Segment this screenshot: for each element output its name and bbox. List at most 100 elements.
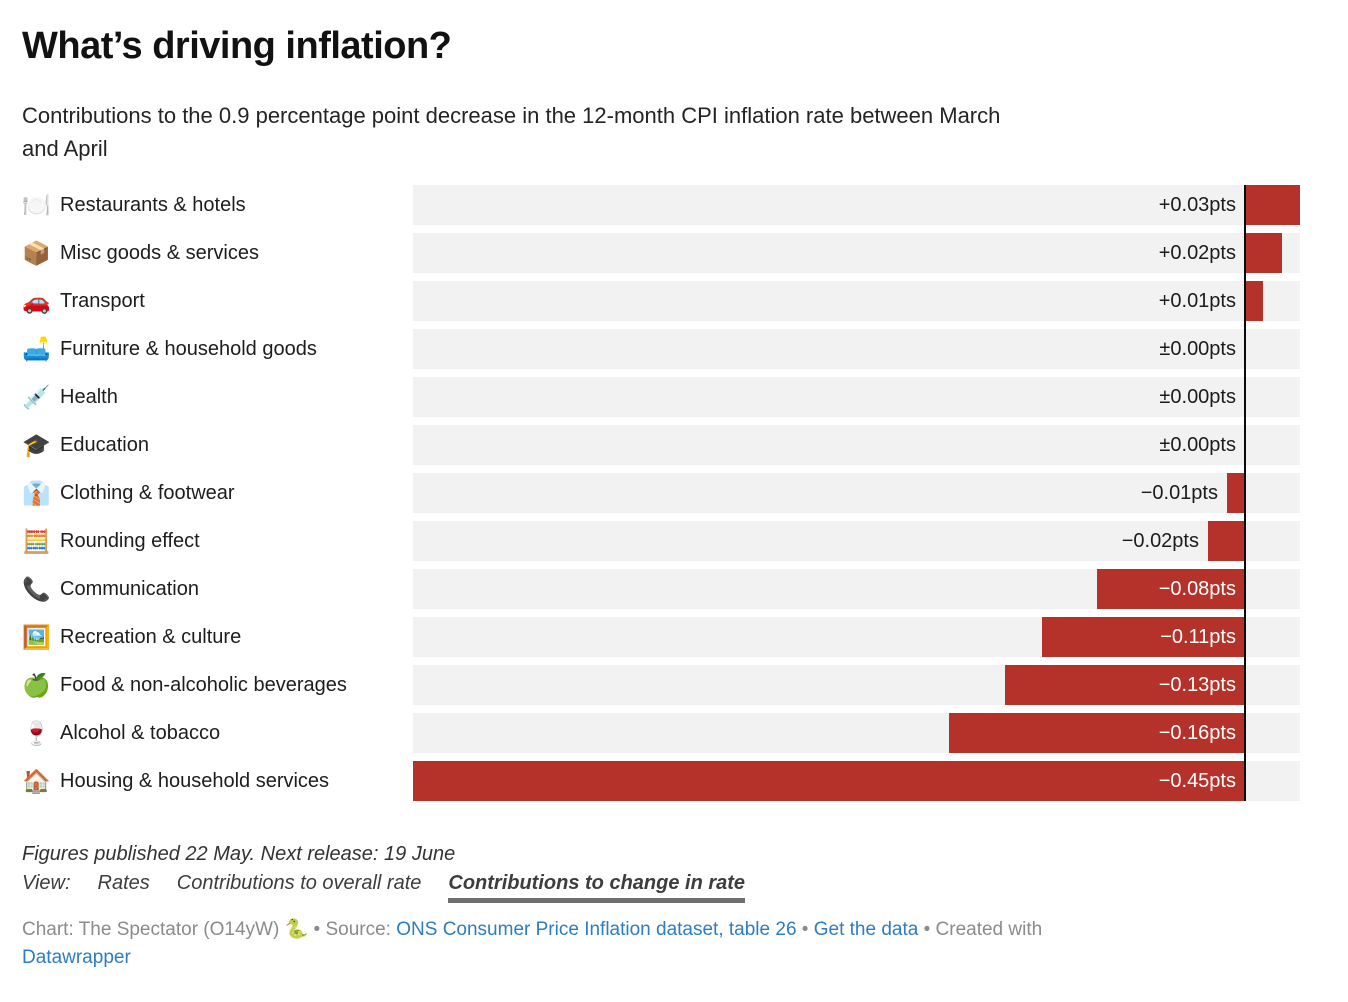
bar-track: +0.02pts [413, 233, 1300, 273]
category-label: Clothing & footwear [60, 481, 235, 504]
value-label: −0.01pts [1140, 482, 1218, 504]
chart-page: What’s driving inflation? Contributions … [22, 25, 1300, 972]
category-label: Education [60, 433, 149, 456]
graduation-cap-icon: 🎓 [22, 432, 51, 458]
chart-row: 🍽️ Restaurants & hotels +0.03pts [22, 185, 1300, 225]
category-cell: 🧮 Rounding effect [22, 521, 413, 561]
category-label: Furniture & household goods [60, 337, 317, 360]
created-with-label: Created with [935, 919, 1043, 940]
category-label: Transport [60, 289, 145, 312]
chart-row: 🍏 Food & non-alcoholic beverages −0.13pt… [22, 665, 1300, 705]
bar [1245, 281, 1263, 321]
bar-track: +0.03pts [413, 185, 1300, 225]
category-cell: 👔 Clothing & footwear [22, 473, 413, 513]
chart-row: 🏠 Housing & household services −0.45pts [22, 761, 1300, 801]
green-apple-icon: 🍏 [22, 672, 51, 698]
bar-track: −0.01pts [413, 473, 1300, 513]
value-label: −0.16pts [1158, 722, 1236, 744]
view-tab-contributions-change[interactable]: Contributions to change in rate [448, 870, 746, 903]
category-label: Restaurants & hotels [60, 193, 246, 216]
snake-emoji-icon: 🐍 [284, 919, 309, 940]
category-cell: 📦 Misc goods & services [22, 233, 413, 273]
value-label: −0.45pts [1158, 770, 1236, 792]
value-label: −0.02pts [1121, 530, 1199, 552]
value-label: ±0.00pts [1159, 434, 1236, 456]
syringe-icon: 💉 [22, 384, 51, 410]
bar [1245, 233, 1282, 273]
bar-track: −0.13pts [413, 665, 1300, 705]
category-cell: 📞 Communication [22, 569, 413, 609]
bar-track: −0.02pts [413, 521, 1300, 561]
view-tab-rates[interactable]: Rates [97, 872, 150, 894]
chart-credit: Chart: The Spectator (O14yW) [22, 919, 280, 940]
source-link[interactable]: ONS Consumer Price Inflation dataset, ta… [396, 919, 797, 940]
chart-row: 🚗 Transport +0.01pts [22, 281, 1300, 321]
subtitle-line-1: Contributions to the 0.9 percentage poin… [22, 103, 1001, 128]
value-label: +0.02pts [1158, 242, 1236, 264]
source-label: Source: [325, 919, 391, 940]
bar-chart: 🍽️ Restaurants & hotels +0.03pts 📦 Misc … [22, 185, 1300, 801]
bar-track: ±0.00pts [413, 425, 1300, 465]
chart-row: 🖼️ Recreation & culture −0.11pts [22, 617, 1300, 657]
page-title: What’s driving inflation? [22, 25, 452, 67]
bar [413, 761, 1245, 801]
chart-row: 🧮 Rounding effect −0.02pts [22, 521, 1300, 561]
subtitle-line-2: and April [22, 136, 108, 161]
bar-track: −0.16pts [413, 713, 1300, 753]
fork-knife-plate-icon: 🍽️ [22, 192, 51, 218]
category-label: Communication [60, 577, 199, 600]
bar [1042, 617, 1245, 657]
bar [1005, 665, 1245, 705]
byline: Chart: The Spectator (O14yW) 🐍 • Source:… [22, 916, 1300, 972]
category-label: Health [60, 385, 118, 408]
bar-track: ±0.00pts [413, 329, 1300, 369]
bar-track: ±0.00pts [413, 377, 1300, 417]
chart-row: 🎓 Education ±0.00pts [22, 425, 1300, 465]
category-cell: 💉 Health [22, 377, 413, 417]
value-label: −0.08pts [1158, 578, 1236, 600]
chart-subtitle: Contributions to the 0.9 percentage poin… [22, 99, 1300, 165]
house-icon: 🏠 [22, 768, 51, 794]
category-label: Alcohol & tobacco [60, 721, 221, 744]
value-label: −0.11pts [1160, 626, 1236, 648]
chart-row: 🛋️ Furniture & household goods ±0.00pts [22, 329, 1300, 369]
get-the-data-link[interactable]: Get the data [813, 919, 919, 940]
bullet-separator: • [923, 919, 931, 940]
bar-track: +0.01pts [413, 281, 1300, 321]
bar [1227, 473, 1245, 513]
bullet-separator: • [313, 919, 321, 940]
bar [1245, 185, 1300, 225]
category-cell: 🚗 Transport [22, 281, 413, 321]
bar-track: −0.08pts [413, 569, 1300, 609]
necktie-icon: 👔 [22, 480, 51, 506]
chart-row: 💉 Health ±0.00pts [22, 377, 1300, 417]
view-switcher: View: Rates Contributions to overall rat… [22, 870, 1300, 903]
chart-row: 🍷 Alcohol & tobacco −0.16pts [22, 713, 1300, 753]
chart-note: Figures published 22 May. Next release: … [22, 843, 456, 865]
category-label: Food & non-alcoholic beverages [60, 673, 347, 696]
chart-row: 👔 Clothing & footwear −0.01pts [22, 473, 1300, 513]
category-cell: 🍽️ Restaurants & hotels [22, 185, 413, 225]
category-label: Housing & household services [60, 769, 330, 792]
value-label: +0.03pts [1158, 194, 1236, 216]
category-cell: 🏠 Housing & household services [22, 761, 413, 801]
package-icon: 📦 [22, 240, 51, 266]
couch-lamp-icon: 🛋️ [22, 336, 51, 362]
abacus-icon: 🧮 [22, 528, 51, 554]
category-label: Misc goods & services [60, 241, 259, 264]
category-cell: 🍏 Food & non-alcoholic beverages [22, 665, 413, 705]
category-cell: 🖼️ Recreation & culture [22, 617, 413, 657]
category-cell: 🍷 Alcohol & tobacco [22, 713, 413, 753]
bar-track: −0.45pts [413, 761, 1300, 801]
chart-row: 📞 Communication −0.08pts [22, 569, 1300, 609]
bar [1208, 521, 1245, 561]
category-cell: 🎓 Education [22, 425, 413, 465]
category-label: Recreation & culture [60, 625, 242, 648]
datawrapper-link[interactable]: Datawrapper [22, 947, 131, 968]
value-label: ±0.00pts [1159, 386, 1236, 408]
bar-track: −0.11pts [413, 617, 1300, 657]
telephone-icon: 📞 [22, 576, 51, 602]
value-label: −0.13pts [1158, 674, 1236, 696]
chart-row: 📦 Misc goods & services +0.02pts [22, 233, 1300, 273]
view-tab-contributions-overall[interactable]: Contributions to overall rate [176, 872, 422, 894]
